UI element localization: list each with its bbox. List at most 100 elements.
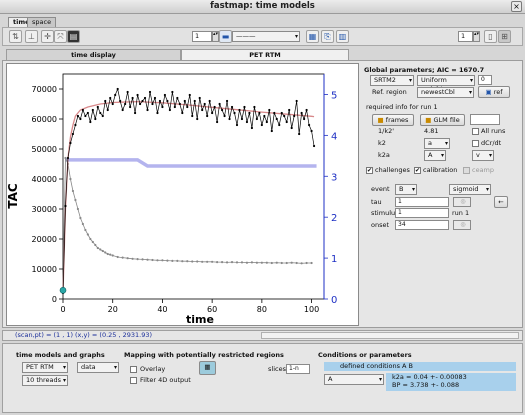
k2-label: k2 xyxy=(378,139,386,147)
reference-point xyxy=(121,256,124,259)
arrow-icon[interactable]: ⇅ xyxy=(9,30,22,43)
tissue-point xyxy=(74,123,77,127)
calibration-checkbox[interactable]: ✔ xyxy=(414,167,421,174)
frame-spin[interactable]: 1 xyxy=(192,31,212,42)
overlay-checkbox[interactable] xyxy=(130,366,137,373)
tissue-point xyxy=(303,117,306,121)
model-select[interactable]: SRTM2 ▾ xyxy=(370,75,414,86)
tau-options-icon[interactable]: ◎ xyxy=(453,197,471,207)
k2a-mode-select[interactable]: v ▾ xyxy=(472,150,494,161)
frames-button[interactable]: ■ frames xyxy=(372,114,414,126)
tissue-point xyxy=(119,99,122,103)
export-icon[interactable]: ⎘ xyxy=(321,30,334,43)
tab-pet-rtm[interactable]: PET RTM xyxy=(181,49,349,61)
line-style-select[interactable]: ——— ▾ xyxy=(232,31,300,42)
tissue-point xyxy=(116,87,119,91)
tissue-point xyxy=(305,108,308,112)
tissue-point xyxy=(233,111,236,115)
tissue-point xyxy=(218,102,221,106)
tau-input[interactable]: 1 xyxy=(395,197,449,207)
frame-spin-arrows-icon[interactable]: ▴▾ xyxy=(212,31,219,42)
challenges-checkbox[interactable]: ✔ xyxy=(366,167,373,174)
y2-tick-label: 3 xyxy=(331,172,337,183)
tissue-point xyxy=(235,123,239,127)
tab-space[interactable]: space xyxy=(27,17,57,27)
k2-select[interactable]: a ▾ xyxy=(424,138,450,149)
ref-button[interactable]: ▣ ref xyxy=(478,86,510,98)
reference-point xyxy=(84,228,87,232)
dcr-checkbox[interactable] xyxy=(472,140,479,147)
time-model-value: PET RTM xyxy=(26,363,54,371)
threads-select[interactable]: 10 threads ▾ xyxy=(22,375,68,386)
reference-point xyxy=(131,257,134,260)
tissue-point xyxy=(69,141,72,145)
weights-select[interactable]: Uniform weights▾ xyxy=(417,75,475,93)
weights-input[interactable]: 0 xyxy=(478,75,492,85)
k2a-select[interactable]: A ▾ xyxy=(424,150,446,161)
reference-point xyxy=(94,243,97,247)
ceamp-checkbox[interactable] xyxy=(463,167,470,174)
x-tick-label: 80 xyxy=(257,305,267,314)
all-runs-checkbox[interactable] xyxy=(472,128,479,135)
reference-point xyxy=(216,261,219,264)
filter-4d-checkbox[interactable] xyxy=(130,377,137,384)
onset-input[interactable]: 34 xyxy=(395,220,449,230)
reference-point xyxy=(250,261,254,264)
grid-icon[interactable]: ▦ xyxy=(306,30,319,43)
tissue-point xyxy=(66,156,70,160)
right-spin-arrows-icon[interactable]: ▴▾ xyxy=(473,31,480,42)
pin-icon[interactable]: ⊥ xyxy=(25,30,38,43)
slices-input[interactable]: 1-n xyxy=(286,364,310,374)
table-icon[interactable]: ▥ xyxy=(336,30,349,43)
status-scrollbar[interactable] xyxy=(261,332,519,339)
stimulus-input[interactable]: 1 xyxy=(395,208,449,218)
tissue-point xyxy=(228,117,231,121)
crosshair-icon[interactable]: ✛ xyxy=(41,30,54,43)
color-swatch-icon[interactable]: ▬ xyxy=(219,30,232,43)
event-type-select[interactable]: sigmoid ▾ xyxy=(449,184,491,195)
x-axis-label: time xyxy=(186,313,214,326)
tau-label: tau xyxy=(371,198,382,206)
ref-region-value: newestCbl xyxy=(421,88,455,96)
ref-region-select[interactable]: newestCbl ▾ xyxy=(417,87,474,98)
condition-select[interactable]: A ▾ xyxy=(324,374,384,385)
time-model-select[interactable]: PET RTM ▾ xyxy=(22,362,68,373)
layers-icon[interactable]: ▤ xyxy=(67,30,80,43)
y-tick-label: 0 xyxy=(52,295,57,304)
tissue-point xyxy=(258,111,261,115)
chart-view-icon[interactable]: ⊞ xyxy=(498,30,511,43)
glm-file-input[interactable] xyxy=(470,114,500,125)
back-arrow-button[interactable]: ← xyxy=(494,196,508,208)
right-spin[interactable]: 1 xyxy=(458,31,473,42)
threads-value: 10 threads xyxy=(26,376,62,384)
tissue-point xyxy=(186,105,189,109)
calculator-icon[interactable]: ▦ xyxy=(199,361,216,375)
event-select[interactable]: B ▾ xyxy=(395,184,417,195)
y2-tick-label: 1 xyxy=(331,254,337,265)
close-button[interactable]: × xyxy=(511,1,522,12)
tissue-point xyxy=(255,117,258,121)
onset-options-icon[interactable]: ◎ xyxy=(453,220,471,230)
plot-area[interactable]: 0 10000 20000 30000 40000 50000 60000 70000 0 20 4… xyxy=(6,63,359,326)
reference-point xyxy=(69,177,72,181)
tissue-point xyxy=(111,102,114,106)
tab-time-display[interactable]: time display xyxy=(6,49,181,61)
reference-point xyxy=(191,260,194,263)
glm-file-button[interactable]: ■ GLM file xyxy=(420,114,465,126)
slices-label: slices: xyxy=(268,365,289,373)
split-view-icon[interactable]: ▯ xyxy=(484,30,497,43)
zoom-icon[interactable]: ⤧ xyxy=(54,30,67,43)
tissue-point xyxy=(101,114,104,118)
reference-point xyxy=(101,249,104,253)
reference-series-line xyxy=(62,157,312,291)
reference-point xyxy=(161,259,164,262)
tissue-point xyxy=(201,108,204,112)
data-select[interactable]: data ▾ xyxy=(77,362,119,373)
tissue-point xyxy=(84,114,87,118)
tissue-point xyxy=(136,93,139,97)
tissue-point xyxy=(191,114,194,118)
tissue-point xyxy=(263,114,266,118)
reference-point xyxy=(106,252,109,256)
reference-point xyxy=(196,260,199,263)
